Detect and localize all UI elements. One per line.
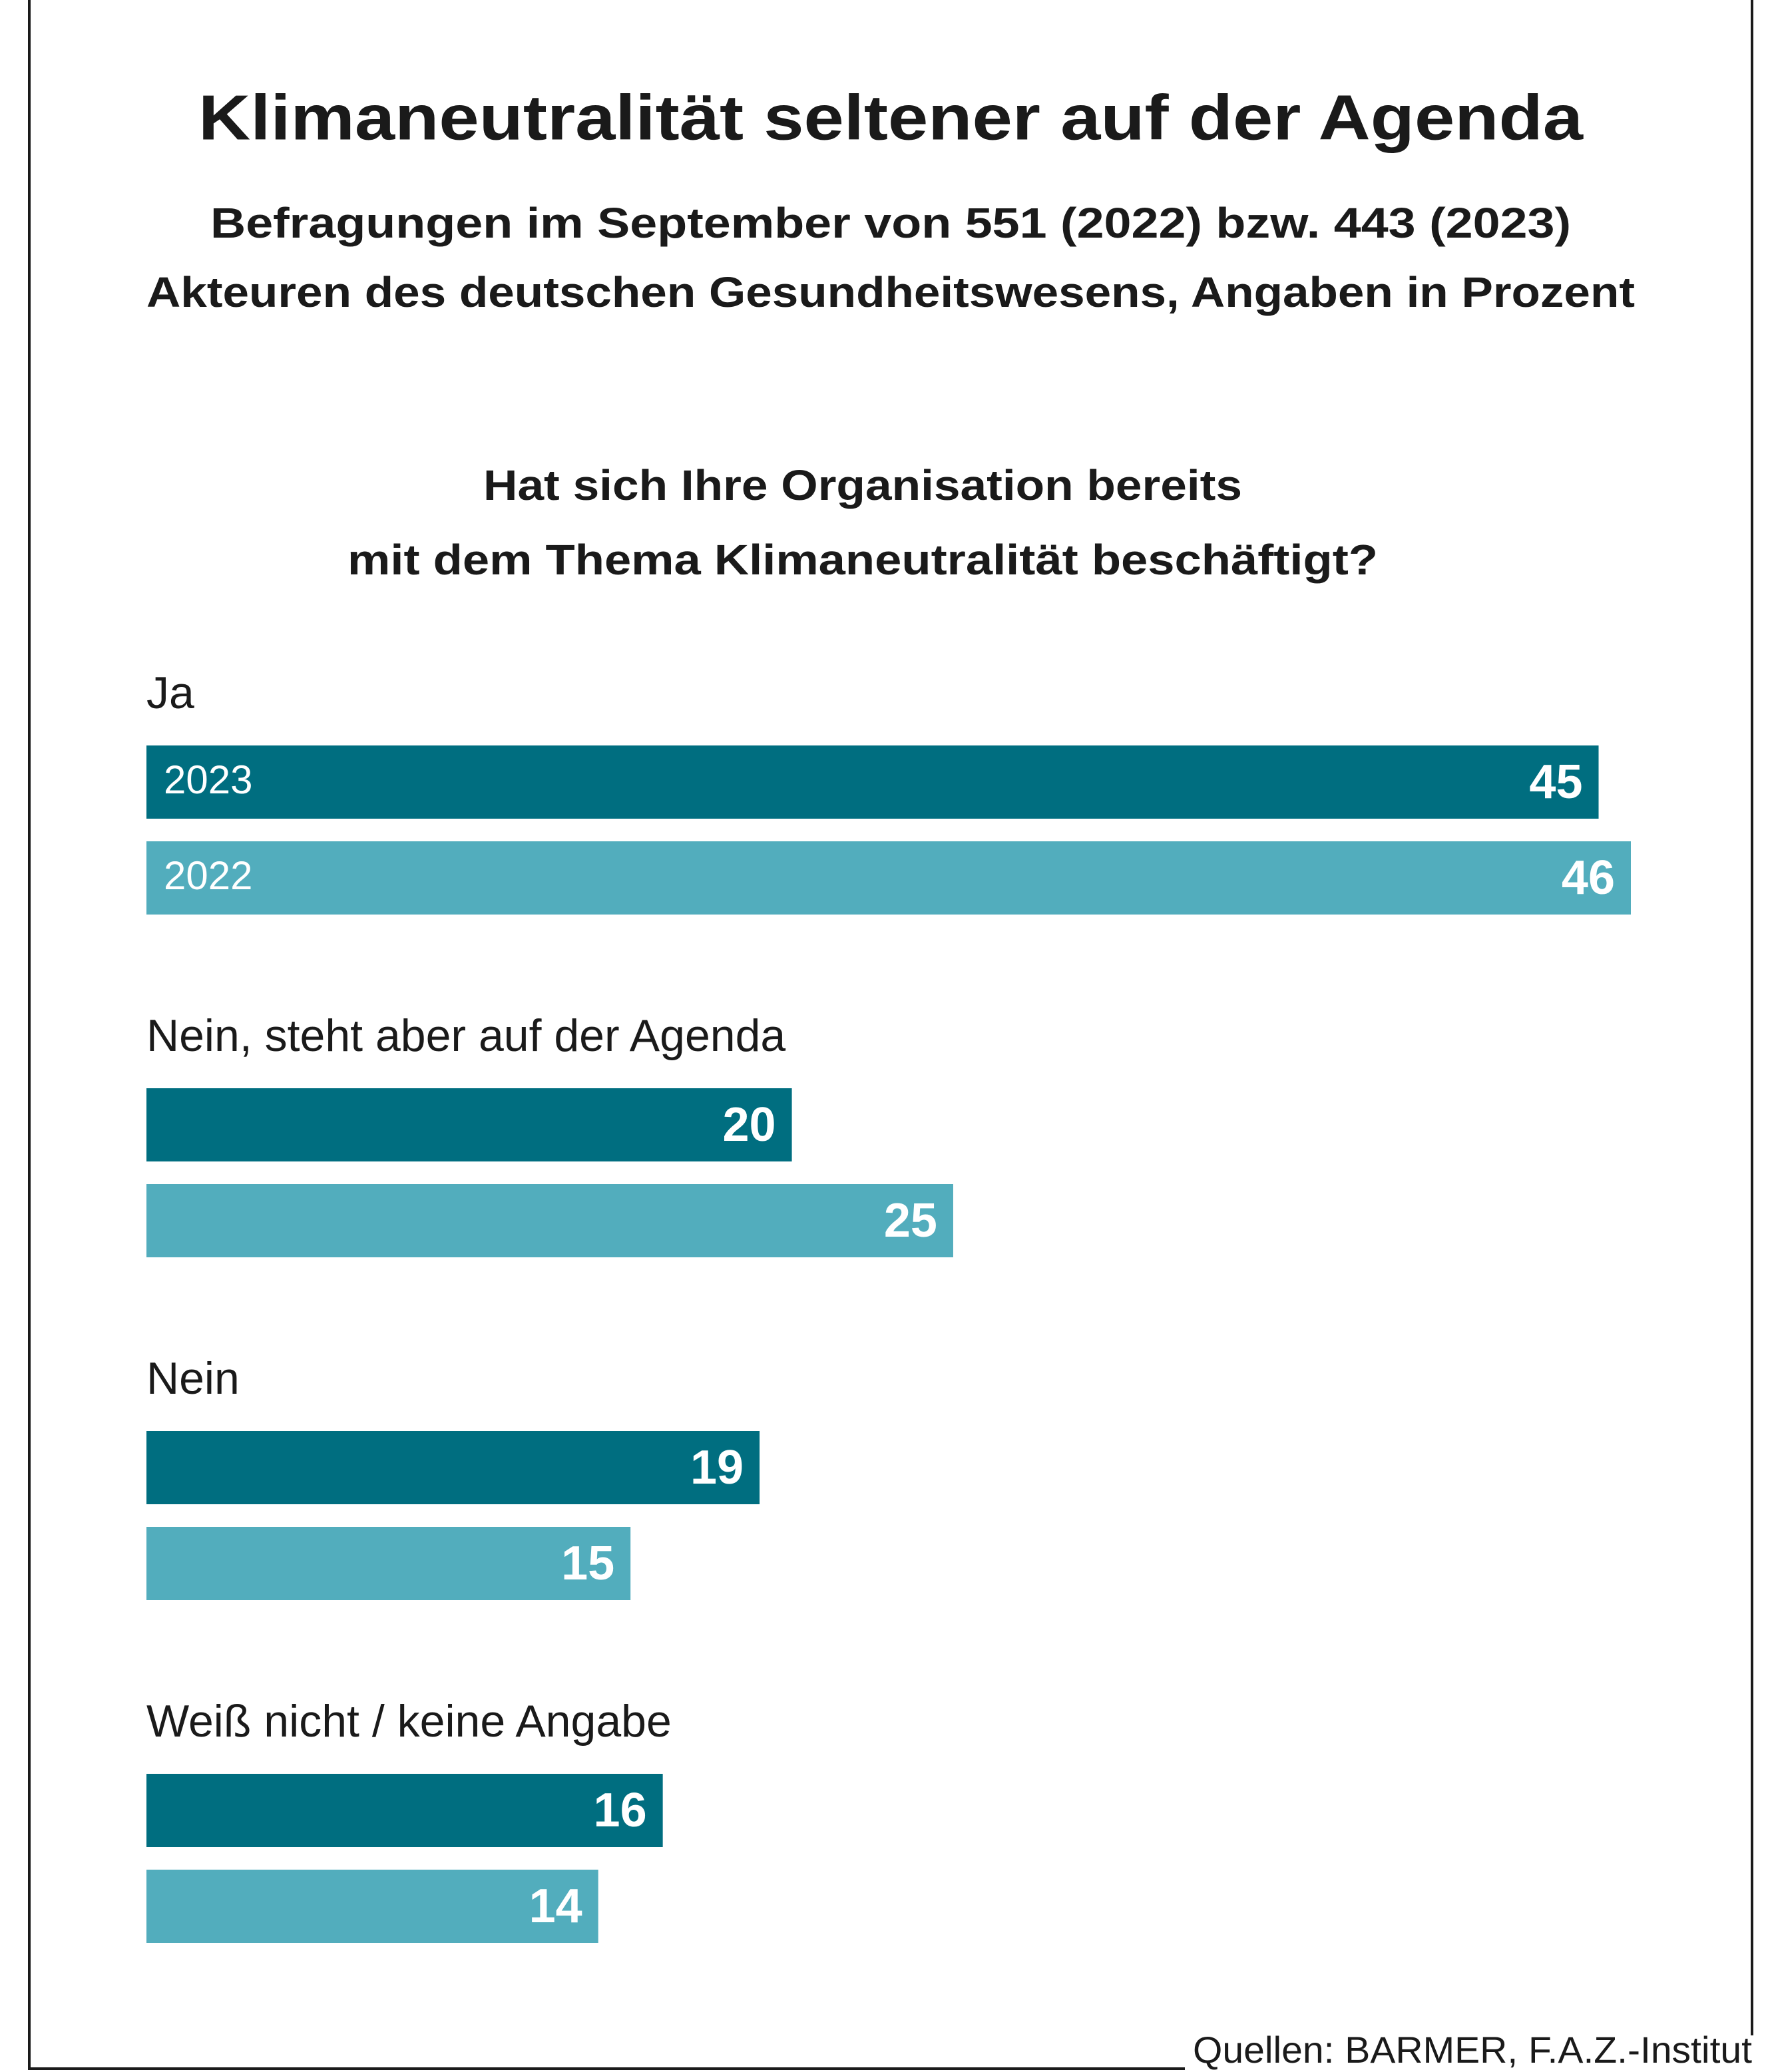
legend-label: 2023 — [164, 757, 252, 802]
frame — [28, 0, 1753, 2070]
value-label: 16 — [594, 1784, 647, 1837]
source: Quellen: BARMER, F.A.Z.-Institut — [1193, 2029, 1752, 2071]
category-label: Nein — [146, 1353, 240, 1404]
value-label: 14 — [529, 1880, 582, 1933]
value-label: 25 — [884, 1194, 937, 1247]
bar — [146, 1870, 598, 1943]
subtitle: Befragungen im September von 551 (2022) … — [210, 199, 1571, 247]
bar — [146, 1431, 760, 1504]
value-label: 46 — [1562, 851, 1615, 905]
value-label: 45 — [1529, 755, 1582, 809]
subtitle: Akteuren des deutschen Gesundheitswesens… — [146, 268, 1635, 316]
bar — [146, 841, 1631, 915]
category-label: Weiß nicht / keine Angabe — [146, 1696, 672, 1747]
category-label: Ja — [146, 668, 194, 718]
bar — [146, 1088, 792, 1161]
question: mit dem Thema Klimaneutralität beschäfti… — [347, 536, 1378, 584]
legend-label: 2022 — [164, 853, 252, 898]
chart-title: Klimaneutralität seltener auf der Agenda — [198, 82, 1584, 153]
value-label: 19 — [690, 1441, 744, 1494]
bar — [146, 1774, 663, 1847]
question: Hat sich Ihre Organisation bereits — [483, 461, 1242, 509]
bar — [146, 745, 1599, 819]
value-label: 20 — [722, 1098, 775, 1151]
bar — [146, 1527, 631, 1600]
value-label: 15 — [561, 1537, 614, 1590]
bar — [146, 1184, 953, 1257]
category-label: Nein, steht aber auf der Agenda — [146, 1010, 785, 1061]
